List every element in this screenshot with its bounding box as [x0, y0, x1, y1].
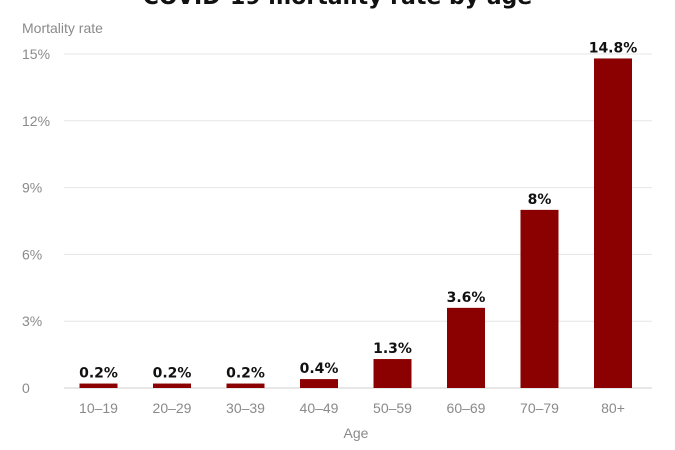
y-tick-label: 0 — [22, 380, 30, 396]
bar — [520, 209, 559, 388]
bar — [226, 383, 265, 388]
bar — [594, 58, 632, 388]
y-axis-label: Mortality rate — [22, 20, 103, 36]
y-axis-ticks: 0 3% 6% 9% 12% 15% — [22, 46, 50, 396]
y-tick-label: 3% — [22, 313, 42, 329]
y-tick-label: 12% — [22, 113, 50, 129]
bar-value-label: 1.3% — [373, 341, 412, 357]
x-tick-label: 60–69 — [447, 400, 486, 416]
chart-title: COVID-19 mortality rate by age — [0, 0, 675, 10]
bar-value-label: 3.6% — [447, 290, 486, 306]
bar — [153, 383, 191, 388]
x-tick-label: 40–49 — [300, 400, 339, 416]
data-labels: 0.2% 0.2% 0.2% 0.4% 1.3% 3.6% 8% 14.8% — [79, 40, 637, 381]
bar — [79, 383, 118, 388]
x-tick-label: 80+ — [601, 400, 625, 416]
bar-value-label: 8% — [528, 192, 552, 208]
bar-value-label: 14.8% — [589, 40, 638, 56]
y-tick-label: 15% — [22, 46, 50, 62]
grid-lines — [64, 53, 652, 389]
bar-value-label: 0.4% — [300, 361, 339, 377]
x-tick-label: 30–39 — [226, 400, 265, 416]
bar-value-label: 0.2% — [79, 366, 118, 382]
x-tick-label: 70–79 — [520, 400, 559, 416]
y-tick-label: 9% — [22, 180, 42, 196]
bar-value-label: 0.2% — [153, 366, 192, 382]
bar-value-label: 0.2% — [226, 366, 265, 382]
bar — [373, 359, 412, 388]
x-tick-label: 50–59 — [373, 400, 412, 416]
x-axis-label: Age — [344, 425, 369, 441]
x-axis-ticks: 10–19 20–29 30–39 40–49 50–59 60–69 70–79 80+ — [79, 400, 625, 416]
x-tick-label: 20–29 — [153, 400, 192, 416]
bar — [300, 379, 338, 388]
bars — [79, 58, 632, 388]
bar — [447, 307, 485, 388]
y-tick-label: 6% — [22, 246, 42, 262]
x-tick-label: 10–19 — [79, 400, 118, 416]
